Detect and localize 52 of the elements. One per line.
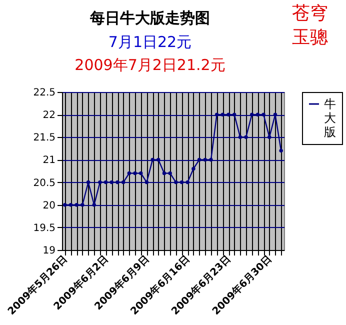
point	[156, 158, 160, 162]
point	[80, 202, 84, 207]
point	[273, 112, 278, 116]
point	[116, 180, 120, 184]
point	[162, 171, 166, 176]
point	[244, 135, 248, 140]
point	[138, 171, 143, 176]
point	[256, 112, 260, 116]
point	[98, 180, 102, 184]
point	[127, 171, 132, 176]
point	[74, 202, 78, 207]
legend-label: 牛大版	[324, 97, 336, 139]
text: 苍穹	[292, 3, 328, 24]
point	[220, 112, 225, 116]
point	[192, 166, 196, 171]
chart-subtitle: 7月1日22元	[108, 33, 192, 51]
y-tick-label: 19.5	[33, 222, 56, 234]
point	[168, 171, 172, 176]
point	[104, 180, 108, 184]
point	[238, 135, 242, 140]
point	[121, 180, 126, 184]
point	[86, 180, 90, 184]
point	[92, 202, 96, 207]
y-tick-label: 20	[42, 200, 56, 212]
point	[144, 180, 149, 184]
point	[174, 180, 178, 184]
point	[209, 158, 213, 162]
chart-title: 每日牛大版走势图	[89, 9, 210, 27]
point	[203, 158, 208, 162]
y-tick-label: 19	[42, 246, 56, 256]
point	[63, 202, 67, 207]
y-tick-label: 21	[42, 155, 56, 166]
text: 2009年7月2日21.2元	[74, 56, 226, 74]
point	[180, 180, 184, 184]
y-tick-label: 22.5	[33, 88, 56, 98]
point	[226, 112, 230, 116]
point	[214, 112, 219, 116]
point	[197, 158, 202, 162]
point	[232, 112, 236, 116]
y-tick-label: 22	[42, 110, 56, 122]
point	[110, 180, 114, 184]
point	[150, 158, 154, 162]
point	[186, 180, 190, 184]
text: 玉骢	[292, 27, 328, 48]
point	[250, 112, 254, 116]
y-tick-label: 21.5	[33, 132, 56, 144]
point	[133, 171, 137, 176]
y-tick-label: 20.5	[33, 178, 56, 189]
point	[262, 112, 266, 116]
point	[279, 148, 283, 153]
point	[268, 135, 272, 140]
point	[68, 202, 73, 207]
